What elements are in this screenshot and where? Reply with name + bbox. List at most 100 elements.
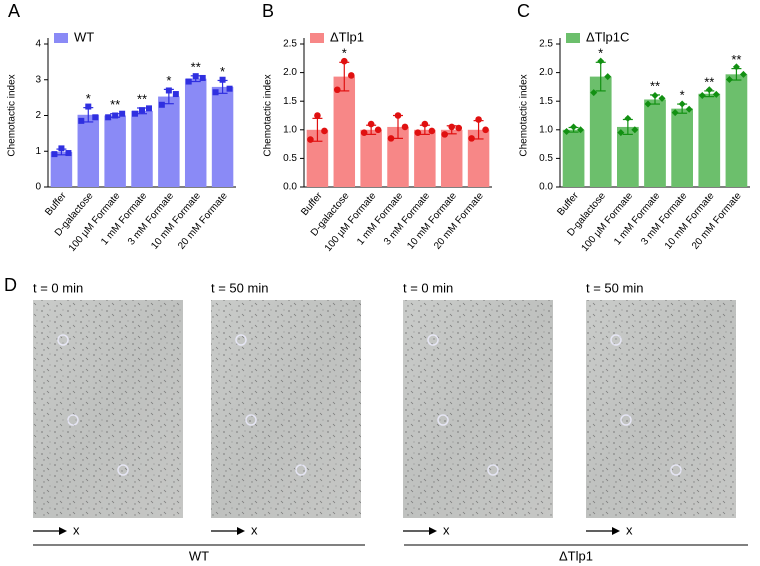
data-point (92, 114, 99, 121)
bar (387, 126, 409, 187)
legend-swatch (566, 33, 580, 43)
bubble (487, 464, 499, 476)
significance: ** (704, 74, 714, 89)
data-point (374, 126, 382, 134)
micrograph-cells (403, 300, 553, 518)
data-point (172, 91, 179, 98)
data-point (678, 100, 686, 108)
data-point (58, 145, 65, 152)
significance: * (598, 46, 603, 61)
arrow-head (59, 527, 67, 535)
bar (50, 151, 73, 187)
significance: * (166, 73, 171, 88)
bubble (67, 414, 79, 426)
bubble (117, 464, 129, 476)
legend-label: ΔTlp1 (330, 29, 364, 44)
data-point (617, 129, 625, 137)
bar (725, 74, 748, 187)
data-point (146, 105, 152, 112)
y-tick-label: 0.0 (539, 182, 553, 193)
data-point (360, 129, 368, 136)
data-point (199, 74, 206, 81)
bubble (245, 414, 257, 426)
bubble (610, 334, 622, 346)
data-point (590, 89, 598, 97)
data-point (698, 91, 706, 99)
significance: * (86, 91, 91, 106)
significance: ** (191, 59, 201, 74)
time-label: t = 50 min (211, 280, 268, 295)
data-point (226, 85, 233, 92)
y-tick-label: 1.5 (283, 96, 297, 107)
y-tick-label: 4 (35, 39, 41, 50)
bar (211, 86, 234, 187)
data-point (165, 87, 172, 94)
x-tick-label: 20 mM Formate (690, 190, 744, 251)
data-point (570, 123, 578, 131)
data-point (631, 126, 639, 134)
significance: ** (137, 91, 147, 106)
data-point (367, 120, 375, 128)
bar (589, 76, 612, 187)
y-tick-label: 1 (35, 146, 41, 157)
bubble (235, 334, 247, 346)
y-tick-label: 2.5 (539, 39, 553, 50)
y-tick-label: 2.0 (283, 67, 297, 78)
y-tick-label: 1.0 (283, 124, 297, 135)
axis-label: x (73, 522, 80, 537)
data-point (577, 126, 585, 134)
data-point (482, 126, 489, 134)
data-point (105, 114, 112, 121)
time-label: t = 0 min (403, 280, 453, 295)
bar (467, 129, 490, 187)
bubble (437, 414, 449, 426)
micrograph-cells (586, 300, 736, 518)
data-point (468, 135, 475, 142)
bar (440, 129, 463, 187)
data-point (705, 86, 713, 94)
bar (306, 129, 329, 187)
axis-label: x (443, 522, 450, 537)
y-axis-label: Chemotactic index (7, 74, 18, 156)
bar (131, 110, 153, 187)
data-point (604, 73, 612, 81)
significance: ** (731, 52, 741, 67)
time-label: t = 50 min (586, 280, 643, 295)
x-tick-label: Buffer (555, 190, 581, 218)
time-label: t = 0 min (33, 280, 83, 295)
significance: ** (110, 97, 120, 112)
data-point (139, 107, 145, 114)
data-point (624, 114, 632, 122)
y-axis-label: Chemotactic index (519, 74, 530, 156)
x-tick-label: 20 mM Formate (176, 190, 230, 251)
group-label: WT (189, 548, 209, 563)
arrow-head (429, 527, 437, 535)
legend-swatch (54, 33, 68, 43)
data-point (85, 103, 92, 110)
legend-label: ΔTlp1C (586, 29, 629, 44)
bubble (427, 334, 439, 346)
significance: * (342, 46, 347, 61)
y-tick-label: 2 (35, 110, 41, 121)
y-tick-label: 3 (35, 74, 41, 85)
bar (104, 115, 126, 187)
significance: * (680, 87, 685, 102)
bar (184, 78, 207, 187)
data-point (321, 127, 328, 135)
y-tick-label: 0.5 (283, 153, 297, 164)
bubble (295, 464, 307, 476)
data-point (340, 57, 348, 65)
panel-label: B (262, 1, 274, 21)
axis-label: x (251, 522, 258, 537)
data-point (192, 73, 199, 80)
significance: * (220, 64, 225, 79)
x-tick-label: Buffer (299, 190, 325, 218)
data-point (333, 86, 341, 94)
bar (414, 129, 436, 187)
data-point (119, 110, 126, 117)
panel-label: D (4, 275, 17, 295)
data-point (644, 100, 652, 108)
x-tick-label: Buffer (43, 190, 69, 218)
data-point (685, 105, 693, 113)
y-tick-label: 2.5 (283, 39, 297, 50)
